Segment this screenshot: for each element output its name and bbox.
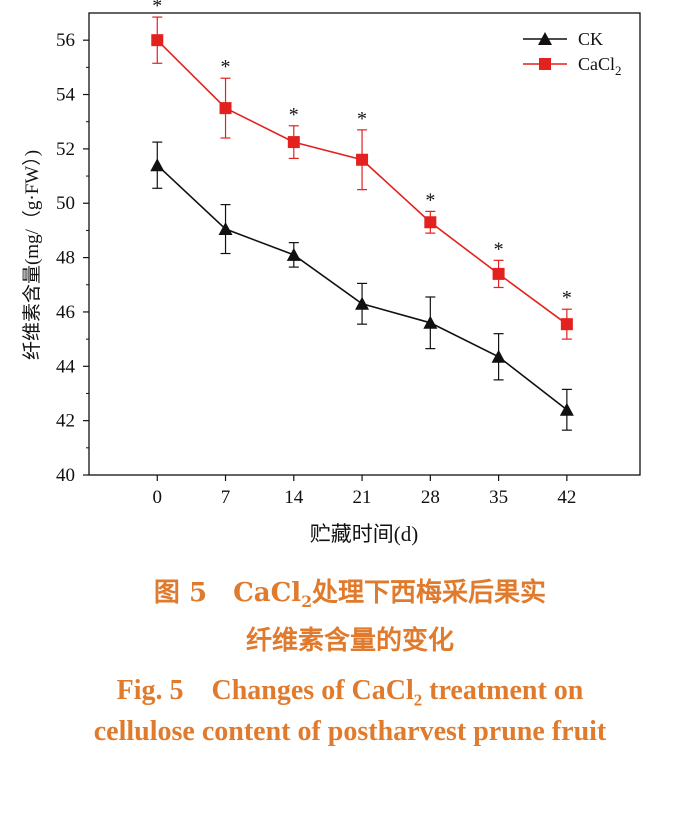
caption-en-line-1-sub: 2 bbox=[413, 690, 423, 710]
x-tick-label: 0 bbox=[153, 487, 163, 508]
x-tick-label: 7 bbox=[221, 487, 231, 508]
legend-label-subscript: 2 bbox=[615, 63, 622, 78]
data-point bbox=[355, 296, 370, 310]
significance-label: * bbox=[425, 189, 435, 211]
legend-label: CK bbox=[578, 29, 603, 49]
data-point bbox=[356, 153, 369, 166]
significance-label: * bbox=[152, 0, 162, 17]
series-cacl2: * * * * * * * bbox=[151, 0, 573, 340]
chart: 0 7 14 21 28 35 42 40 42 44 46 48 50 52 54 56 * * * * * * * C… bbox=[21, 0, 641, 546]
legend-label: CaCl2 bbox=[578, 54, 622, 78]
series-ck bbox=[150, 141, 574, 431]
caption-cn-line-1: 图 5 CaCl2处理下西梅采后果实 bbox=[0, 572, 700, 611]
data-point bbox=[424, 216, 437, 229]
significance-label: * bbox=[221, 56, 231, 78]
y-tick-label: 40 bbox=[56, 465, 75, 486]
data-point bbox=[491, 349, 506, 363]
y-tick-label: 44 bbox=[56, 356, 76, 377]
data-point bbox=[423, 315, 438, 329]
legend-marker bbox=[538, 32, 552, 45]
data-point bbox=[492, 267, 505, 280]
x-tick-label: 21 bbox=[353, 487, 372, 508]
y-tick-label: 50 bbox=[56, 193, 75, 214]
y-tick-label: 54 bbox=[56, 85, 76, 106]
caption-cn-line-1-sub: 2 bbox=[301, 592, 313, 612]
data-point bbox=[287, 136, 300, 149]
significance-label: * bbox=[494, 238, 504, 260]
y-tick-label: 42 bbox=[56, 411, 75, 432]
x-tick-label: 28 bbox=[421, 487, 440, 508]
legend-label-text: CaCl bbox=[578, 54, 615, 74]
chart-axes: 0 7 14 21 28 35 42 40 42 44 46 48 50 52 54 56 bbox=[56, 12, 641, 508]
x-tick-label: 35 bbox=[489, 487, 508, 508]
data-point bbox=[559, 402, 574, 416]
significance-label: * bbox=[357, 108, 367, 130]
caption-en-line-1-pre: Fig. 5 Changes of CaCl bbox=[116, 675, 414, 706]
caption-cn-line-2: 纤维素含量的变化 bbox=[245, 626, 454, 656]
y-tick-label: 48 bbox=[56, 248, 75, 269]
caption-en-line-2: cellulose content of postharvest prune f… bbox=[93, 716, 607, 747]
y-tick-label: 46 bbox=[56, 302, 75, 323]
data-point bbox=[151, 34, 164, 47]
caption-en-line-1: Fig. 5 Changes of CaCl2 treatment on bbox=[0, 668, 700, 711]
y-axis-label: 纤维素含量(mg/（g·FW）) bbox=[21, 150, 43, 360]
y-tick-label: 52 bbox=[56, 139, 75, 160]
legend-marker bbox=[539, 58, 551, 70]
data-point bbox=[150, 158, 165, 172]
x-axis-label: 贮藏时间(d) bbox=[310, 522, 419, 546]
plot-frame bbox=[88, 12, 641, 476]
data-point bbox=[218, 222, 233, 236]
chart-marks: * * * * * * * bbox=[150, 0, 574, 431]
caption-cn-line-1-pre: 图 5 CaCl bbox=[153, 578, 302, 608]
data-point bbox=[286, 247, 301, 261]
significance-label: * bbox=[562, 287, 572, 309]
x-tick-label: 14 bbox=[284, 487, 304, 508]
data-point bbox=[560, 318, 573, 331]
caption-en-line-1-post: treatment on bbox=[422, 675, 584, 706]
y-tick-label: 56 bbox=[56, 30, 75, 51]
data-point bbox=[219, 102, 232, 115]
chart-legend: CK CaCl2 bbox=[523, 29, 622, 78]
significance-label: * bbox=[289, 104, 299, 126]
x-tick-label: 42 bbox=[557, 487, 576, 508]
caption-cn-line-1-post: 处理下西梅采后果实 bbox=[312, 578, 547, 608]
legend-label-text: CK bbox=[578, 29, 603, 49]
